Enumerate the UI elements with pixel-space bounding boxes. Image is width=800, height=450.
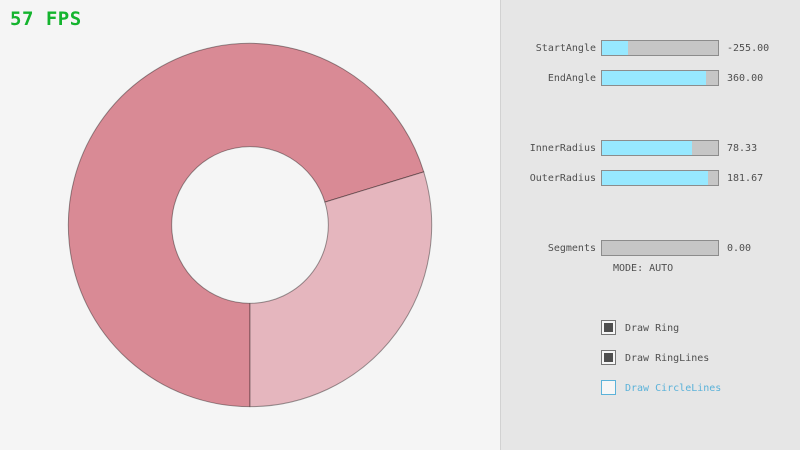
start-angle-value: -255.00 bbox=[727, 43, 770, 54]
draw-circlelines-checkbox[interactable]: Draw CircleLines bbox=[601, 380, 791, 396]
segments-label: Segments bbox=[547, 243, 596, 254]
start-angle-slider-fill bbox=[602, 41, 628, 55]
draw-circlelines-checkbox-label: Draw CircleLines bbox=[625, 383, 722, 394]
draw-ringlines-checkbox-label: Draw RingLines bbox=[625, 353, 710, 364]
draw-ring-checkbox-label: Draw Ring bbox=[625, 323, 680, 334]
draw-ring-checkbox[interactable]: Draw Ring bbox=[601, 320, 791, 336]
fps-counter: 57 FPS bbox=[10, 8, 82, 30]
ring-chart bbox=[67, 42, 433, 408]
outer-radius-slider[interactable] bbox=[601, 170, 719, 186]
segments-value: 0.00 bbox=[727, 243, 752, 254]
draw-ringlines-checkbox-box[interactable] bbox=[601, 350, 616, 365]
segments-slider[interactable] bbox=[601, 240, 719, 256]
segments-mode-text: MODE: AUTO bbox=[613, 263, 674, 274]
inner-radius-label: InnerRadius bbox=[529, 143, 596, 154]
end-angle-label: EndAngle bbox=[547, 73, 596, 84]
draw-ring-checkbox-box[interactable] bbox=[601, 320, 616, 335]
inner-radius-slider-row: InnerRadius 78.33 bbox=[501, 140, 800, 156]
start-angle-label: StartAngle bbox=[535, 43, 596, 54]
outer-radius-slider-row: OuterRadius 181.67 bbox=[501, 170, 800, 186]
controls-panel: StartAngle -255.00 EndAngle 360.00 Inner… bbox=[500, 0, 800, 450]
end-angle-slider-fill bbox=[602, 71, 707, 85]
end-angle-value: 360.00 bbox=[727, 73, 764, 84]
start-angle-slider[interactable] bbox=[601, 40, 719, 56]
draw-circlelines-checkbox-box[interactable] bbox=[601, 380, 616, 395]
segments-slider-row: Segments 0.00 bbox=[501, 240, 800, 256]
outer-radius-label: OuterRadius bbox=[529, 173, 596, 184]
start-angle-slider-row: StartAngle -255.00 bbox=[501, 40, 800, 56]
ring-sector-single bbox=[249, 171, 433, 408]
inner-radius-slider-fill bbox=[602, 141, 693, 155]
inner-radius-value: 78.33 bbox=[727, 143, 758, 154]
inner-radius-slider[interactable] bbox=[601, 140, 719, 156]
outer-radius-slider-fill bbox=[602, 171, 708, 185]
end-angle-slider-row: EndAngle 360.00 bbox=[501, 70, 800, 86]
draw-ringlines-checkbox[interactable]: Draw RingLines bbox=[601, 350, 791, 366]
outer-radius-value: 181.67 bbox=[727, 173, 764, 184]
ring-sector-overlap bbox=[67, 42, 425, 408]
end-angle-slider[interactable] bbox=[601, 70, 719, 86]
